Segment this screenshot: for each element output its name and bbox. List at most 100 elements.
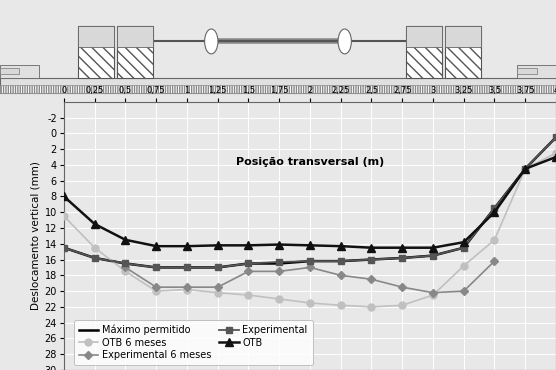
Máximo permitido [399,256,405,260]
Máximo permitido [276,261,282,266]
Máximo permitido [307,259,314,263]
Máximo permitido [122,261,129,266]
Experimental 6 meses [460,289,467,293]
Experimental [153,265,160,270]
Máximo permitido [460,245,467,250]
Experimental [91,256,98,260]
Circle shape [338,29,351,54]
Experimental 6 meses [183,285,190,289]
Bar [406,26,442,78]
OTB [430,245,436,250]
OTB [245,243,252,248]
Experimental [183,265,190,270]
OTB [122,238,129,242]
Experimental 6 meses [430,290,436,295]
OTB 6 meses [91,245,98,250]
Experimental 6 meses [153,285,160,289]
OTB 6 meses [183,287,190,292]
Experimental 6 meses [276,269,282,273]
Bar [445,26,481,78]
OTB 6 meses [460,264,467,268]
Bar [0,68,19,74]
OTB 6 meses [245,293,252,297]
Experimental [245,261,252,266]
Bar [117,26,153,47]
Experimental [399,256,405,260]
Máximo permitido [183,265,190,270]
Experimental 6 meses [307,265,314,270]
OTB 6 meses [122,269,129,273]
OTB [337,244,344,248]
OTB [399,245,405,250]
Experimental [307,259,314,263]
Experimental 6 meses [215,285,221,289]
OTB 6 meses [430,293,436,297]
Máximo permitido [91,256,98,260]
Text: Posição transversal (m): Posição transversal (m) [236,157,384,167]
Experimental [522,166,529,171]
Experimental [430,253,436,258]
Experimental [122,261,129,266]
OTB [307,243,314,248]
Bar [0,78,556,93]
OTB [368,245,375,250]
Experimental 6 meses [337,273,344,278]
Line: Experimental 6 meses: Experimental 6 meses [123,258,497,296]
Experimental [337,259,344,263]
Experimental 6 meses [491,259,498,263]
Máximo permitido [368,257,375,262]
Experimental [215,265,221,270]
OTB 6 meses [215,290,221,295]
OTB 6 meses [337,303,344,307]
Máximo permitido [337,259,344,263]
Line: Experimental: Experimental [61,134,556,271]
Máximo permitido [153,265,160,270]
Bar [445,26,481,47]
Bar [0,65,39,78]
OTB [460,240,467,245]
Circle shape [205,29,218,54]
Máximo permitido [245,261,252,266]
OTB [522,166,529,171]
Máximo permitido [491,206,498,211]
OTB 6 meses [307,301,314,305]
Experimental [553,135,556,139]
Máximo permitido [215,265,221,270]
OTB [553,155,556,159]
OTB [91,222,98,226]
Line: OTB: OTB [60,153,556,252]
Máximo permitido [430,253,436,258]
Experimental 6 meses [399,285,405,289]
Experimental [61,245,67,250]
Line: Máximo permitido: Máximo permitido [64,137,556,268]
OTB [215,243,221,248]
Experimental 6 meses [245,269,252,273]
OTB [276,242,282,247]
OTB [491,210,498,215]
Bar [117,26,153,78]
OTB 6 meses [153,289,160,293]
OTB [153,244,160,248]
Bar [406,26,442,47]
Máximo permitido [522,166,529,171]
OTB 6 meses [368,305,375,309]
OTB [61,194,67,199]
Legend: Máximo permitido, OTB 6 meses, Experimental 6 meses, Experimental, OTB: Máximo permitido, OTB 6 meses, Experimen… [74,320,312,365]
OTB 6 meses [491,238,498,242]
Experimental [491,206,498,211]
Experimental 6 meses [368,277,375,282]
Experimental [368,257,375,262]
Bar [78,26,114,47]
Y-axis label: Deslocamento vertical (mm): Deslocamento vertical (mm) [31,161,41,310]
OTB 6 meses [61,214,67,218]
Máximo permitido [553,135,556,139]
Line: OTB 6 meses: OTB 6 meses [61,149,556,310]
OTB 6 meses [553,151,556,155]
OTB 6 meses [399,303,405,307]
Bar [0,85,556,93]
OTB 6 meses [276,297,282,301]
Bar [517,68,537,74]
Experimental [460,245,467,250]
OTB 6 meses [522,166,529,171]
Bar [517,65,556,78]
